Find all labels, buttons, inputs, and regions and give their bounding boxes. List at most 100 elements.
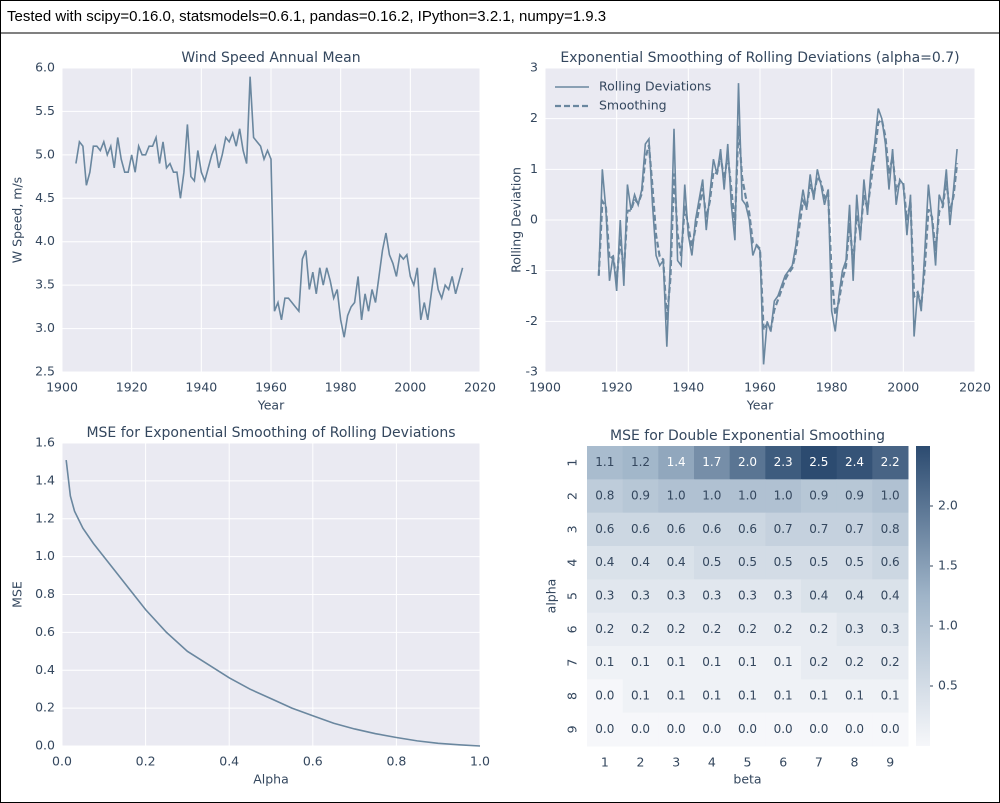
cell-label: 2.0: [738, 455, 757, 469]
y-tick-label: -2: [526, 313, 538, 328]
cell-label: 0.4: [631, 555, 650, 569]
heatmap-cell: [729, 579, 766, 614]
heatmap-cell: [587, 646, 624, 680]
heatmap-cell: [729, 712, 766, 747]
x-tick-label: 1900: [46, 380, 78, 395]
y-tick-label: -1: [526, 262, 538, 277]
chart-title: Exponential Smoothing of Rolling Deviati…: [560, 50, 959, 66]
cell-label: 0.4: [595, 555, 614, 569]
heatmap-cell: [622, 512, 659, 547]
heatmap-cell: [694, 612, 731, 647]
cell-label: 0.7: [845, 522, 864, 536]
data-line: [65, 459, 481, 747]
cell-label: 0.0: [809, 722, 828, 736]
y-tick-label: 5: [565, 592, 580, 600]
y-tick-label: 4.5: [35, 190, 55, 205]
y-axis-label: alpha: [544, 579, 559, 614]
legend-label: Rolling Deviations: [599, 79, 711, 94]
y-tick-label: 0.0: [35, 738, 55, 753]
cell-label: 0.5: [809, 555, 828, 569]
cell-label: 0.4: [809, 589, 828, 603]
cell-label: 0.9: [631, 489, 650, 503]
cell-label: 0.1: [774, 655, 793, 669]
heatmap-cell: [658, 512, 695, 547]
heatmap-cell: [587, 546, 624, 580]
data-line: [597, 117, 959, 334]
legend-label: Smoothing: [599, 98, 667, 113]
x-tick-label: 0.4: [219, 754, 239, 769]
heatmap-cell: [801, 479, 838, 514]
y-tick-label: 2: [565, 492, 580, 500]
cell-label: 1.7: [702, 455, 721, 469]
y-tick-label: 5.0: [35, 146, 55, 161]
heatmap-cell: [872, 546, 909, 580]
y-tick-label: 0.8: [35, 586, 55, 601]
cell-label: 0.5: [845, 555, 864, 569]
x-tick-label: 0.0: [52, 754, 72, 769]
cell-label: 0.5: [774, 555, 793, 569]
heatmap-cell: [622, 579, 659, 614]
x-tick-label: 1: [601, 755, 609, 770]
heatmap-cell: [587, 612, 624, 647]
cell-label: 0.5: [738, 555, 757, 569]
heatmap-cell: [622, 546, 659, 580]
cell-label: 0.8: [881, 522, 900, 536]
heatmap-cell: [729, 479, 766, 514]
y-tick-label: 4.0: [35, 233, 55, 248]
header-text: Tested with scipy=0.16.0, statsmodels=0.…: [7, 8, 606, 25]
heatmap-cell: [658, 546, 695, 580]
cell-label: 0.4: [667, 555, 686, 569]
cell-label: 0.6: [631, 522, 650, 536]
x-tick-label: 1920: [116, 380, 148, 395]
x-tick-label: 1960: [255, 380, 287, 395]
y-tick-label: 6: [565, 625, 580, 633]
heatmap-cell: [694, 712, 731, 747]
cell-label: 0.2: [738, 622, 757, 636]
heatmap-cell: [836, 446, 873, 480]
heatmap-cell: [658, 479, 695, 514]
x-tick-label: 4: [708, 755, 716, 770]
heatmap-cell: [801, 446, 838, 480]
heatmap-cell: [729, 646, 766, 680]
cell-label: 1.1: [595, 455, 614, 469]
y-tick-label: 4: [565, 559, 580, 567]
cell-label: 0.6: [881, 555, 900, 569]
y-axis-label: W Speed, m/s: [10, 177, 25, 263]
heatmap-cell: [836, 479, 873, 514]
x-tick-label: 0.6: [303, 754, 323, 769]
heatmap-cell: [622, 446, 659, 480]
y-tick-label: 0.6: [35, 624, 55, 639]
x-tick-label: 3: [672, 755, 680, 770]
heatmap-cell: [729, 679, 766, 714]
cell-label: 1.0: [738, 489, 757, 503]
cell-label: 0.2: [595, 622, 614, 636]
x-tick-label: 1940: [672, 380, 704, 395]
x-tick-label: 2000: [887, 380, 919, 395]
heatmap-cell: [836, 512, 873, 547]
cell-label: 0.1: [738, 655, 757, 669]
heatmap-cell: [765, 479, 802, 514]
cell-label: 0.3: [881, 622, 900, 636]
heatmap-cell: [872, 512, 909, 547]
cell-label: 0.4: [881, 589, 900, 603]
cell-label: 1.0: [774, 489, 793, 503]
cell-label: 0.2: [881, 655, 900, 669]
heatmap-cell: [587, 712, 624, 747]
cell-label: 0.1: [809, 689, 828, 703]
y-tick-label: 0.2: [35, 700, 55, 715]
heatmap-cell: [765, 446, 802, 480]
y-tick-label: -3: [526, 364, 538, 379]
cell-label: 0.0: [667, 722, 686, 736]
cell-label: 0.0: [881, 722, 900, 736]
cell-label: 0.2: [774, 622, 793, 636]
heatmap-cell: [872, 712, 909, 747]
cell-label: 0.1: [881, 689, 900, 703]
heatmap-cell: [836, 646, 873, 680]
cell-label: 0.7: [809, 522, 828, 536]
cell-label: 0.1: [774, 689, 793, 703]
heatmap-cell: [872, 446, 909, 480]
cell-label: 1.0: [702, 489, 721, 503]
cell-label: 0.1: [738, 689, 757, 703]
y-tick-label: 3.5: [35, 277, 55, 292]
heatmap-cell: [729, 446, 766, 480]
